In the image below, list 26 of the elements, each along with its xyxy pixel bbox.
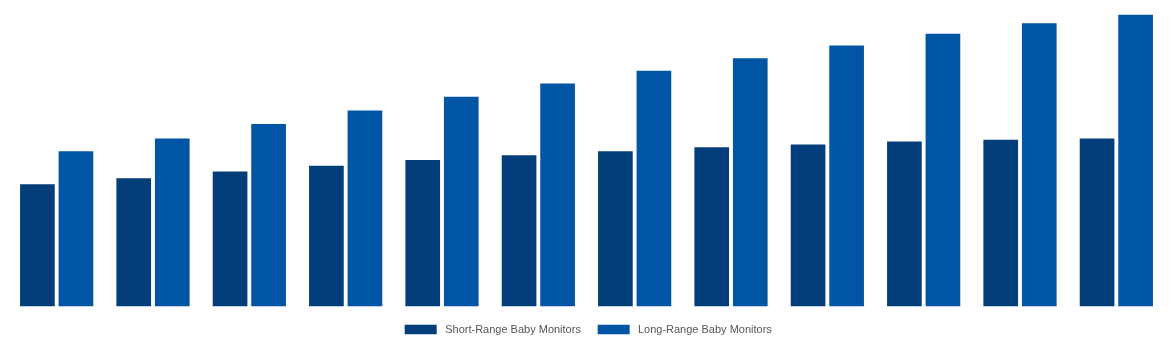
bar <box>1021 23 1057 307</box>
legend-label: Short-Range Baby Monitors <box>445 322 581 335</box>
bar <box>1079 138 1115 307</box>
bar <box>58 151 94 307</box>
bar <box>983 139 1019 307</box>
bar <box>212 171 248 307</box>
bar <box>1118 14 1153 307</box>
bar <box>925 33 961 307</box>
bar <box>116 178 152 307</box>
bar <box>309 165 344 307</box>
bar <box>598 151 633 307</box>
bar <box>405 159 441 307</box>
bar <box>790 144 826 307</box>
legend-label: Long-Range Baby Monitors <box>637 322 772 335</box>
bar <box>540 83 575 307</box>
bar <box>347 110 383 307</box>
bar <box>154 138 190 307</box>
bar <box>20 184 55 307</box>
bar <box>251 124 286 307</box>
bar <box>443 96 479 307</box>
bar <box>887 141 922 307</box>
bar <box>694 147 730 307</box>
bar <box>829 45 864 307</box>
bar <box>732 58 768 307</box>
bar <box>501 155 537 307</box>
bar <box>636 70 672 307</box>
